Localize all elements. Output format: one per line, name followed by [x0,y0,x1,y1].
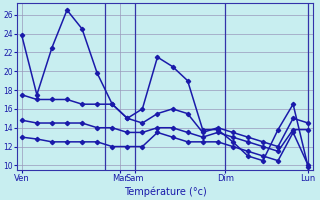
X-axis label: Température (°c): Température (°c) [124,186,206,197]
